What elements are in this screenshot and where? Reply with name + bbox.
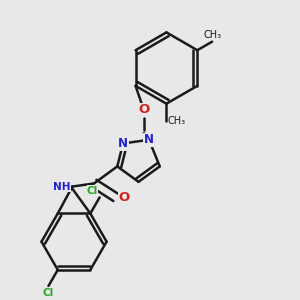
Text: CH₃: CH₃: [203, 30, 221, 40]
Text: O: O: [119, 191, 130, 204]
Text: CH₃: CH₃: [168, 116, 186, 126]
Text: NH: NH: [53, 182, 71, 192]
Text: Cl: Cl: [43, 287, 54, 298]
Text: Cl: Cl: [87, 186, 98, 196]
Text: N: N: [118, 137, 128, 150]
Text: O: O: [138, 103, 149, 116]
Text: N: N: [144, 133, 154, 146]
